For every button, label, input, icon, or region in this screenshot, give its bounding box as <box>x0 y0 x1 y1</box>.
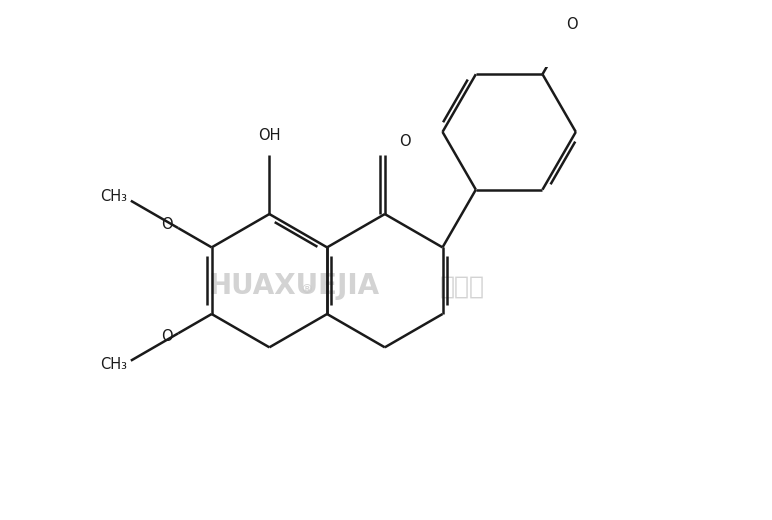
Text: 化学加: 化学加 <box>440 274 485 298</box>
Text: O: O <box>161 329 173 344</box>
Text: CH₃: CH₃ <box>100 357 127 372</box>
Text: O: O <box>399 134 411 149</box>
Text: O: O <box>566 17 577 32</box>
Text: O: O <box>161 217 173 232</box>
Text: OH: OH <box>258 128 280 144</box>
Text: CH₃: CH₃ <box>100 189 127 204</box>
Text: ®: ® <box>300 283 313 296</box>
Text: HUAXUEJIA: HUAXUEJIA <box>208 272 380 300</box>
